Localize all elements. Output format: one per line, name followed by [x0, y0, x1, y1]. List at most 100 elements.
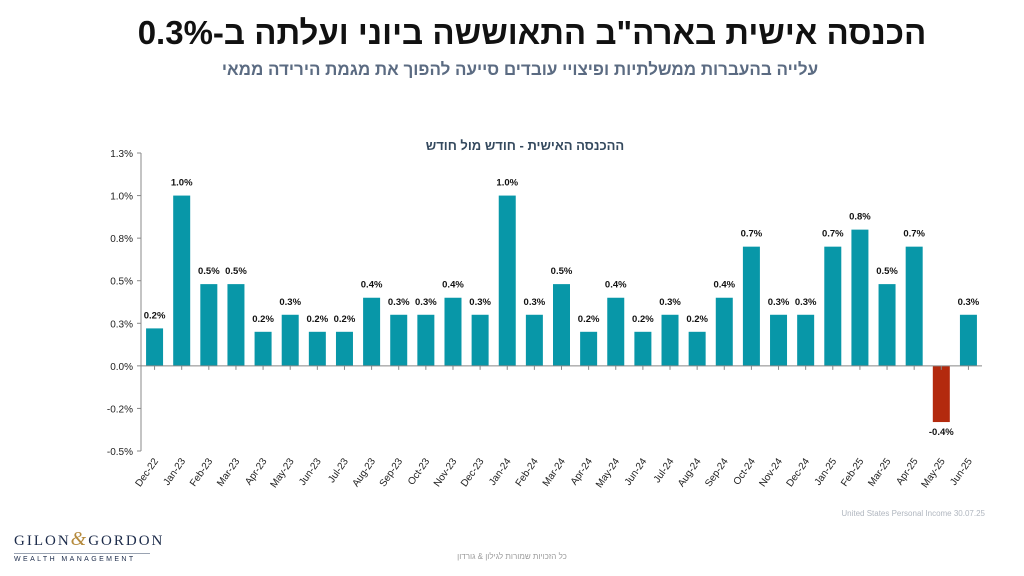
x-tick-label: Nov-24	[757, 456, 785, 489]
data-label: 0.2%	[686, 314, 708, 325]
bar	[661, 314, 679, 366]
y-tick-label: -0.2%	[107, 404, 133, 415]
x-tick-label: Mar-25	[866, 456, 893, 489]
x-tick-label: Feb-23	[188, 456, 215, 489]
bar	[715, 297, 733, 366]
page-subtitle: עלייה בהעברות ממשלתיות ופיצויי עובדים סי…	[221, 60, 819, 79]
data-label: 0.3%	[958, 297, 980, 308]
data-label: 0.4%	[361, 280, 383, 291]
data-label: 0.5%	[551, 266, 573, 277]
bar	[227, 284, 245, 366]
x-tick-label: Aug-24	[676, 456, 704, 489]
bar	[742, 246, 760, 366]
x-tick-label: Apr-23	[243, 456, 269, 487]
logo-tagline: WEALTH MANAGEMENT	[14, 556, 136, 563]
x-tick-label: Mar-23	[215, 456, 242, 489]
data-label: 0.3%	[415, 297, 437, 308]
x-tick-label: Jul-23	[326, 456, 351, 485]
logo-word-left: GILON	[14, 533, 71, 549]
x-tick-label: Sep-24	[703, 456, 731, 489]
bar	[580, 331, 598, 366]
bar	[498, 195, 516, 366]
page-title: הכנסה אישית בארה"ב התאוששה ביוני ועלתה ב…	[137, 14, 927, 51]
bar	[797, 314, 815, 366]
bar	[770, 314, 788, 366]
bar	[200, 284, 218, 366]
data-labels: 0.2% 1.0% 0.5% 0.5% 0.2% 0.3% 0.2% 0.2% 0.4% 0.3%…	[144, 178, 980, 438]
x-tick-label: Jan-25	[813, 456, 840, 488]
x-tick-label: Jun-25	[948, 456, 975, 488]
data-label: 0.3%	[659, 297, 681, 308]
data-label: 0.4%	[605, 280, 627, 291]
y-tick-label: 0.0%	[110, 362, 133, 373]
bar	[959, 314, 977, 366]
bar	[173, 195, 191, 366]
x-tick-label: Apr-25	[894, 456, 920, 487]
bar	[851, 229, 869, 366]
logo-divider	[14, 553, 150, 554]
bar	[932, 365, 950, 423]
logo-ampersand: &	[70, 528, 89, 550]
data-label: 0.3%	[279, 297, 301, 308]
source-note: United States Personal Income 30.07.25	[841, 509, 985, 518]
y-tick-label: 0.3%	[110, 319, 133, 330]
x-tick-label: Aug-23	[351, 456, 379, 489]
data-label: 0.3%	[469, 297, 491, 308]
y-tick-label: 1.3%	[110, 149, 133, 160]
x-tick-label: Apr-24	[569, 456, 595, 487]
x-tick-label: Oct-23	[406, 456, 432, 487]
data-label: 1.0%	[496, 178, 518, 189]
x-tick-label: Dec-24	[785, 456, 813, 489]
x-tick-label: Dec-22	[134, 456, 162, 489]
bar	[390, 314, 408, 366]
data-label: 0.2%	[307, 314, 329, 325]
x-tick-label: Nov-23	[432, 456, 460, 489]
bar	[634, 331, 652, 366]
bar	[905, 246, 923, 366]
data-label: 0.2%	[252, 314, 274, 325]
data-label: -0.4%	[929, 427, 954, 438]
data-label: 0.3%	[388, 297, 410, 308]
x-tick-label: Feb-25	[839, 456, 866, 489]
data-label: 0.7%	[741, 229, 763, 240]
data-label: 0.4%	[442, 280, 464, 291]
bar	[146, 328, 164, 366]
y-tick-label: 0.5%	[110, 277, 133, 288]
x-tick-label: Oct-24	[732, 456, 758, 487]
x-tick-label: May-24	[594, 456, 622, 490]
logo-wordmark: GILON&GORDON	[14, 528, 162, 551]
bar	[471, 314, 489, 366]
bar	[363, 297, 381, 366]
bar	[444, 297, 462, 366]
bar	[281, 314, 299, 366]
x-tick-label: Jan-23	[162, 456, 189, 488]
y-tick-label: 0.8%	[110, 234, 133, 245]
data-label: 0.2%	[578, 314, 600, 325]
data-label: 0.7%	[822, 229, 844, 240]
logo-word-right: GORDON	[88, 533, 165, 549]
data-label: 0.4%	[713, 280, 735, 291]
bar	[254, 331, 272, 366]
x-tick-label: Jan-24	[487, 456, 514, 488]
copyright-footer: כל הזכויות שמורות לגילון & גורדון	[457, 552, 567, 561]
bar	[878, 284, 896, 366]
bar	[308, 331, 326, 366]
data-label: 0.8%	[849, 212, 871, 223]
x-tick-label: May-23	[269, 456, 297, 490]
bar	[607, 297, 625, 366]
x-tick-label: Dec-23	[459, 456, 487, 489]
company-logo: GILON&GORDON WEALTH MANAGEMENT	[14, 528, 162, 563]
chart-title: ההכנסה האישית - חודש מול חודש	[426, 138, 624, 153]
x-tick-label: Jun-23	[297, 456, 324, 488]
bars	[146, 195, 977, 423]
x-tick-label: Feb-24	[514, 456, 541, 489]
x-tick-label: Jul-24	[652, 456, 677, 485]
y-tick-label: -0.5%	[107, 447, 133, 458]
y-tick-label: 1.0%	[110, 192, 133, 203]
x-tick-label: Jun-24	[623, 456, 650, 488]
data-label: 0.5%	[225, 266, 247, 277]
bar	[417, 314, 435, 366]
data-label: 0.2%	[144, 310, 166, 321]
